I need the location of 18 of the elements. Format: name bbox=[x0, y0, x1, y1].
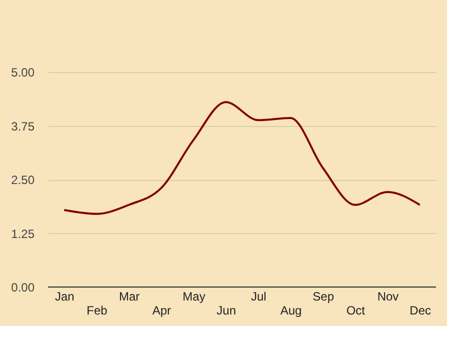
line-series bbox=[63, 101, 421, 215]
x-tick-label: Jul bbox=[250, 290, 266, 304]
y-tick-label: 0.00 bbox=[11, 280, 35, 294]
y-tick-label: 1.25 bbox=[11, 226, 35, 241]
x-tick-label: Dec bbox=[410, 304, 432, 318]
x-tick-label: May bbox=[182, 290, 206, 304]
x-tick-label: Apr bbox=[152, 304, 172, 318]
x-tick-label: Jun bbox=[216, 304, 236, 318]
x-tick-label: Nov bbox=[377, 290, 399, 304]
x-tick-label: Sep bbox=[312, 290, 334, 304]
x-tick-label: Aug bbox=[280, 304, 302, 318]
y-tick-label: 2.50 bbox=[11, 173, 35, 187]
x-tick-label: Jan bbox=[54, 290, 74, 304]
x-tick-label: Oct bbox=[346, 304, 366, 318]
y-tick-label: 5.00 bbox=[11, 66, 35, 80]
x-tick-label: Feb bbox=[86, 304, 108, 318]
x-tick-label: Mar bbox=[118, 290, 140, 304]
y-tick-label: 3.75 bbox=[11, 119, 35, 134]
